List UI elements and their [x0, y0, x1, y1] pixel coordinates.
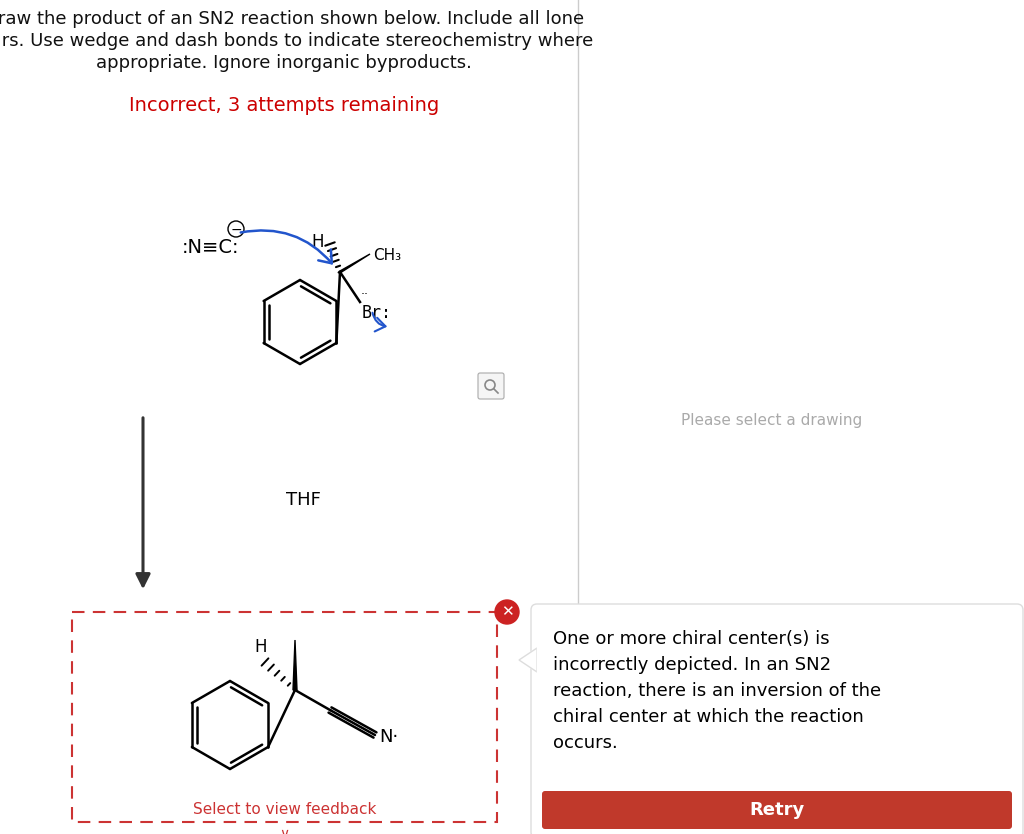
Text: CH₃: CH₃ [373, 248, 401, 263]
Bar [537, 645, 540, 675]
Text: appropriate. Ignore inorganic byproducts.: appropriate. Ignore inorganic byproducts… [96, 54, 472, 72]
Text: H: H [255, 638, 267, 656]
Text: N·: N· [379, 728, 398, 746]
Text: chiral center at which the reaction: chiral center at which the reaction [553, 708, 864, 726]
Text: ∨: ∨ [280, 827, 290, 834]
Text: reaction, there is an inversion of the: reaction, there is an inversion of the [553, 682, 881, 700]
FancyBboxPatch shape [478, 373, 504, 399]
Text: Br:: Br: [362, 304, 392, 322]
Text: −: − [230, 223, 242, 237]
FancyBboxPatch shape [531, 604, 1023, 834]
Circle shape [495, 600, 519, 624]
Text: Incorrect, 3 attempts remaining: Incorrect, 3 attempts remaining [129, 96, 439, 115]
Text: Select to view feedback: Select to view feedback [193, 802, 376, 817]
Circle shape [228, 221, 244, 237]
Polygon shape [293, 640, 297, 690]
Text: pairs. Use wedge and dash bonds to indicate stereochemistry where: pairs. Use wedge and dash bonds to indic… [0, 32, 594, 50]
Text: ✕: ✕ [501, 605, 513, 620]
Text: One or more chiral center(s) is: One or more chiral center(s) is [553, 630, 829, 648]
Text: Retry: Retry [750, 801, 805, 819]
Text: occurs.: occurs. [553, 734, 617, 752]
Polygon shape [340, 254, 370, 273]
Text: H: H [311, 233, 324, 251]
Text: :N≡C:: :N≡C: [181, 238, 239, 257]
FancyArrowPatch shape [373, 313, 385, 331]
Text: ··: ·· [361, 288, 369, 301]
Text: Please select a drawing: Please select a drawing [681, 413, 862, 428]
Text: THF: THF [286, 491, 321, 509]
Polygon shape [519, 648, 537, 672]
Bar [72, 612, 497, 822]
Text: incorrectly depicted. In an SN2: incorrectly depicted. In an SN2 [553, 656, 831, 674]
FancyBboxPatch shape [542, 791, 1012, 829]
FancyArrowPatch shape [241, 230, 332, 264]
Text: Draw the product of an SN2 reaction shown below. Include all lone: Draw the product of an SN2 reaction show… [0, 10, 584, 28]
